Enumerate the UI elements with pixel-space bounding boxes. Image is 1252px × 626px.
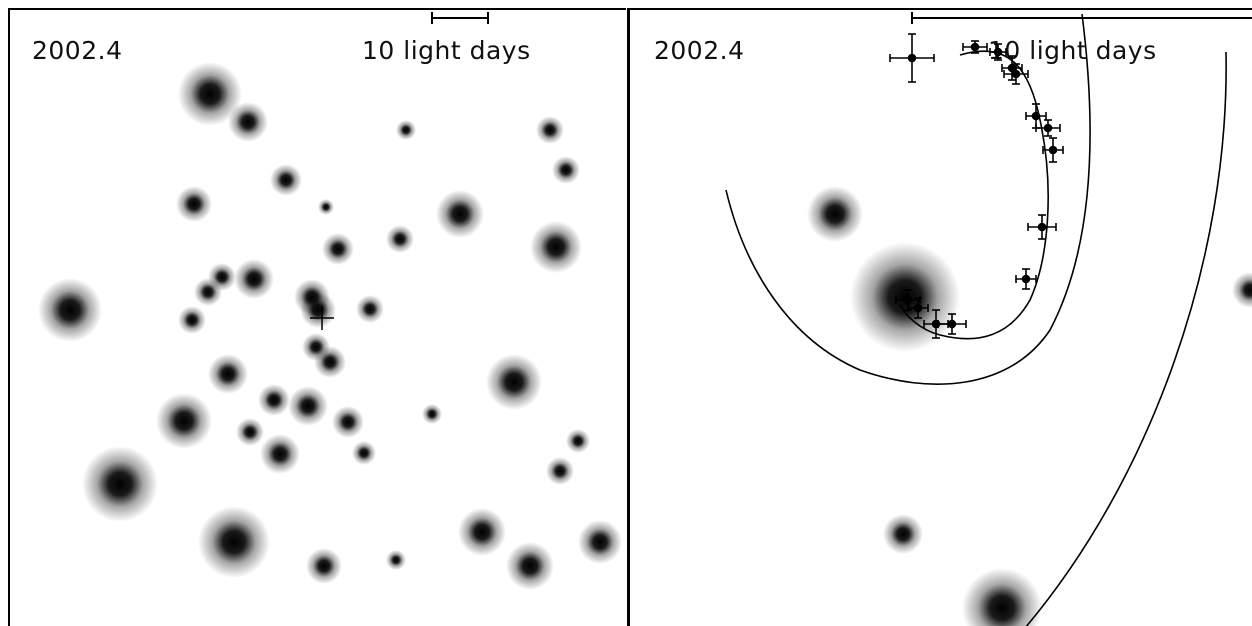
blurred-star xyxy=(807,186,863,242)
blurred-star xyxy=(536,116,564,144)
error-bar-point xyxy=(962,40,988,54)
blurred-star xyxy=(306,548,342,584)
blurred-star xyxy=(38,278,102,342)
left-star-group xyxy=(38,62,622,590)
outer-orbit-curve xyxy=(725,13,1091,385)
blurred-star xyxy=(566,429,590,453)
left-scale-label: 10 light days xyxy=(362,36,531,65)
blurred-star xyxy=(883,514,923,554)
error-bar-point xyxy=(1001,55,1023,81)
error-bar-point xyxy=(1042,137,1064,163)
blurred-star xyxy=(178,62,242,126)
right-scale-label: 10 light days xyxy=(988,36,1157,65)
right-data-points xyxy=(889,33,1064,339)
right-epoch-label: 2002.4 xyxy=(654,36,745,65)
left-epoch-label: 2002.4 xyxy=(32,36,123,65)
blurred-star xyxy=(176,186,212,222)
blurred-star xyxy=(300,292,336,328)
blurred-star xyxy=(552,156,580,184)
blurred-star xyxy=(156,393,212,449)
blurred-star xyxy=(386,225,414,253)
blurred-star xyxy=(486,354,542,410)
inner-orbit-curve xyxy=(899,50,1049,340)
blurred-star xyxy=(234,259,274,299)
right-scale-bar xyxy=(911,12,1252,24)
error-bar-point xyxy=(1015,268,1037,290)
blurred-star xyxy=(314,346,346,378)
error-bar-point xyxy=(989,43,1007,61)
blurred-star xyxy=(198,506,270,578)
blurred-star xyxy=(318,199,334,215)
blurred-star xyxy=(322,233,354,265)
blurred-star xyxy=(436,190,484,238)
left-panel: 2002.4 10 light days xyxy=(8,8,626,626)
blurred-star xyxy=(578,520,622,564)
blurred-star xyxy=(1232,272,1252,308)
error-bar-point xyxy=(1027,214,1057,240)
blurred-star xyxy=(178,306,206,334)
blurred-star xyxy=(530,221,582,273)
blurred-star xyxy=(458,508,506,556)
left-star-field xyxy=(38,12,622,590)
blurred-star xyxy=(288,386,328,426)
right-orbit-field xyxy=(725,12,1252,626)
blurred-star xyxy=(260,434,300,474)
blurred-star xyxy=(396,120,416,140)
blurred-star xyxy=(386,550,406,570)
blurred-star xyxy=(258,384,290,416)
blurred-star xyxy=(506,542,554,590)
blurred-star xyxy=(352,441,376,465)
error-bar-point xyxy=(907,297,929,319)
left-scale-bar xyxy=(431,12,489,24)
right-star-group xyxy=(807,186,1252,626)
far-orbit-curve xyxy=(1025,51,1227,626)
error-bar-point xyxy=(1035,119,1061,137)
left-center-cross xyxy=(310,306,334,330)
error-bar-point xyxy=(1003,63,1029,85)
blurred-star xyxy=(228,102,268,142)
blurred-star xyxy=(332,406,364,438)
blurred-star xyxy=(270,164,302,196)
blurred-star xyxy=(962,568,1042,626)
blurred-star xyxy=(356,295,384,323)
blurred-star xyxy=(194,278,222,306)
error-bar-point xyxy=(889,33,935,83)
blurred-star xyxy=(546,457,574,485)
blurred-star xyxy=(82,446,158,522)
blurred-star xyxy=(236,418,264,446)
right-panel: 2002.4 10 light days xyxy=(627,8,1252,626)
blurred-star xyxy=(422,404,442,424)
blurred-star xyxy=(208,354,248,394)
error-bar-point xyxy=(937,313,967,335)
